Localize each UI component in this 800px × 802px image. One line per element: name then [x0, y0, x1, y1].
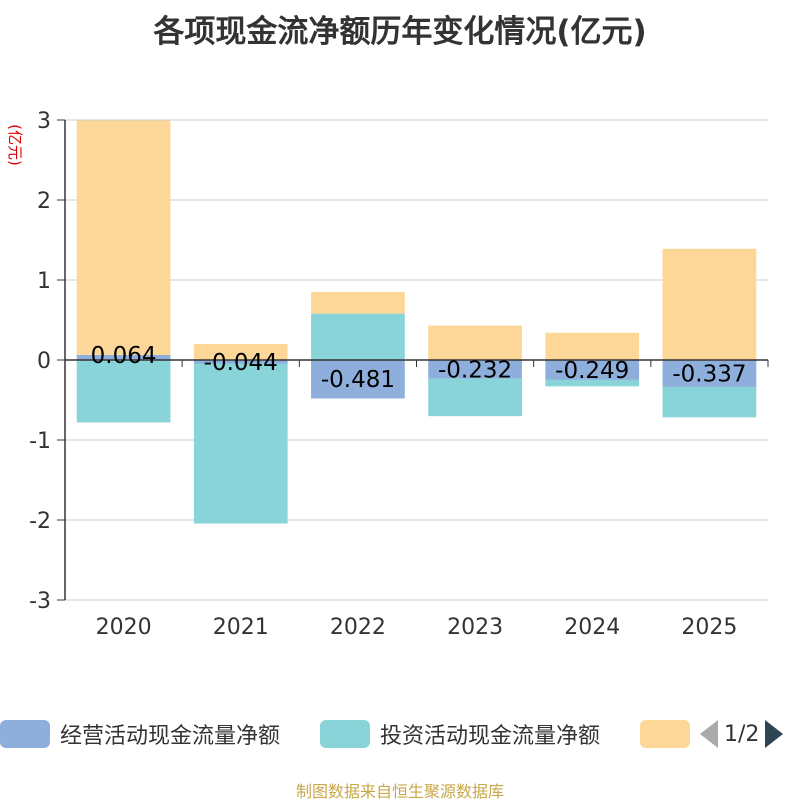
legend-swatch-financing: [640, 720, 690, 748]
bar-2020-series-1: [76, 360, 171, 423]
data-source-note: 制图数据来自恒生聚源数据库: [295, 782, 504, 801]
y-axis-unit-label: (亿元): [6, 124, 24, 166]
legend-item-financing[interactable]: [640, 716, 690, 752]
bar-2020-series-0: [76, 354, 171, 360]
x-tick-label-2022: 2022: [330, 615, 386, 640]
x-tick-label-2020: 2020: [96, 615, 152, 640]
data-label-2023: -0.232: [438, 357, 512, 383]
legend-swatch-investing: [320, 720, 370, 748]
x-tick-label-2023: 2023: [447, 615, 503, 640]
data-label-2021: -0.044: [204, 350, 278, 376]
y-tick-label: 2: [37, 189, 51, 214]
bar-2021-series-0: [193, 360, 288, 364]
page-prev-icon[interactable]: [700, 720, 718, 748]
y-tick-label: 0: [37, 349, 51, 374]
chart-plot: -3 -2 -1 0 1 2 3 2020 2021 2022 2023 2024 2025 (亿元) 0…: [6, 109, 769, 640]
data-label-2025: -0.337: [672, 361, 746, 387]
data-label-2024: -0.249: [555, 358, 629, 384]
bar-2022-series-2: [311, 292, 405, 314]
legend-pager: 1/2: [700, 716, 784, 752]
legend: 经营活动现金流量净额 投资活动现金流量净额: [0, 716, 800, 752]
legend-swatch-operating: [0, 720, 50, 748]
bar-2021-series-1: [193, 363, 288, 524]
legend-item-investing[interactable]: 投资活动现金流量净额: [320, 716, 600, 752]
y-tick-label: -1: [29, 429, 51, 454]
data-label-2022: -0.481: [321, 367, 395, 393]
bar-2025-series-0: [662, 360, 757, 387]
bar-2023-series-2: [428, 325, 522, 360]
bar-2024-series-2: [545, 332, 640, 360]
label-layer: (亿元) 0.064 -0.044 -0.481 -0.232 -0.249 -0.337: [6, 124, 746, 393]
y-tick-label: 3: [37, 109, 51, 134]
legend-label-operating: 经营活动现金流量净额: [60, 724, 281, 749]
legend-label-investing: 投资活动现金流量净额: [380, 724, 601, 749]
bar-2024-series-0: [545, 360, 640, 380]
x-tick-label-2025: 2025: [681, 615, 737, 640]
axis-layer: -3 -2 -1 0 1 2 3 2020 2021 2022 2023 2024 2025: [29, 109, 769, 640]
bar-2023-series-0: [428, 360, 522, 379]
grid-layer: [65, 119, 768, 601]
data-label-2020: 0.064: [91, 343, 157, 369]
bar-layer: [76, 120, 757, 524]
bar-2022-series-1: [311, 313, 405, 360]
page-next-icon[interactable]: [765, 720, 784, 748]
bar-2025-series-1: [662, 386, 757, 418]
legend-item-operating[interactable]: 经营活动现金流量净额: [0, 716, 280, 752]
bar-2025-series-2: [662, 248, 757, 360]
y-tick-label: 1: [37, 269, 51, 294]
x-tick-label-2024: 2024: [564, 615, 620, 640]
bar-2021-series-2: [193, 344, 288, 360]
y-tick-label: -2: [29, 509, 51, 534]
page-indicator: 1/2: [724, 721, 760, 747]
bar-2020-series-2: [76, 120, 171, 355]
x-tick-label-2021: 2021: [213, 615, 269, 640]
bar-2024-series-1: [545, 379, 640, 387]
chart-title: 各项现金流净额历年变化情况(亿元): [153, 14, 647, 50]
y-tick-label: -3: [29, 589, 51, 614]
bar-2023-series-1: [428, 378, 522, 417]
bar-2022-series-0: [311, 360, 405, 399]
